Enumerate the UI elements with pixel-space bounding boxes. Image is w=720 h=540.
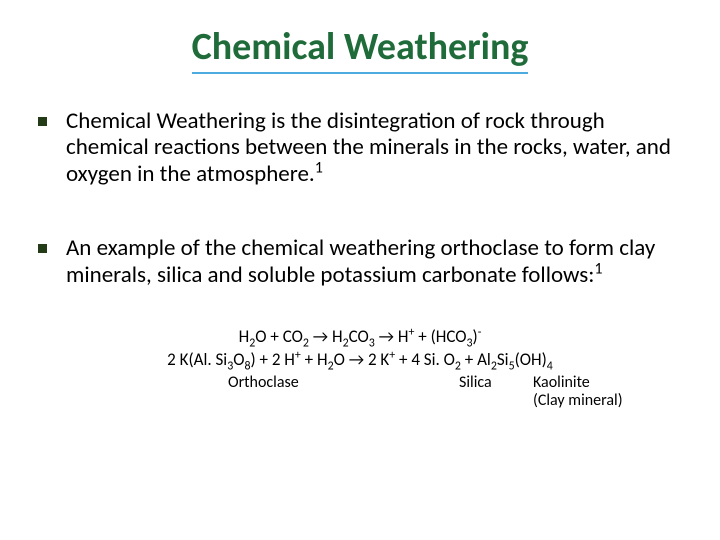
eq-text: + 4 Si. O <box>395 349 455 370</box>
footnote-ref: 1 <box>315 158 323 177</box>
eq-text: O <box>233 349 244 370</box>
equation-block: H2O + CO2 → H2CO3 → H+ + (HCO3)- 2 K(Al.… <box>36 326 684 414</box>
bullet-list: Chemical Weathering is the disintegratio… <box>36 108 684 288</box>
eq-text: + H <box>301 349 328 370</box>
bullet-text: Chemical Weathering is the disintegratio… <box>66 107 671 188</box>
eq-sup: - <box>478 325 482 339</box>
slide: Chemical Weathering Chemical Weathering … <box>0 0 720 540</box>
eq-text: → H <box>309 326 343 347</box>
eq-text: 2 K(Al. Si <box>167 349 227 370</box>
eq-text: H <box>239 326 250 347</box>
eq-text: → H <box>375 326 409 347</box>
eq-text: (OH) <box>515 349 547 370</box>
equation-labels: Orthoclase Silica Kaolinite (Clay minera… <box>36 374 684 414</box>
eq-sub: 4 <box>547 359 553 373</box>
equation-line-1: H2O + CO2 → H2CO3 → H+ + (HCO3)- <box>36 326 684 349</box>
bullet-item: An example of the chemical weathering or… <box>36 235 684 288</box>
eq-text: ) + 2 H <box>251 349 295 370</box>
slide-title: Chemical Weathering <box>192 28 529 74</box>
eq-text: O → 2 K <box>334 349 390 370</box>
bullet-text: An example of the chemical weathering or… <box>66 234 655 288</box>
footnote-ref: 1 <box>594 259 602 278</box>
eq-text: CO <box>349 326 369 347</box>
label-kaolinite-line1: Kaolinite <box>533 373 590 392</box>
label-orthoclase: Orthoclase <box>228 374 299 392</box>
eq-text: Si <box>497 349 509 370</box>
eq-text: + (HCO <box>414 326 466 347</box>
eq-text: O + CO <box>255 326 303 347</box>
label-silica: Silica <box>459 374 492 392</box>
label-kaolinite: Kaolinite (Clay mineral) <box>533 374 623 411</box>
eq-text: + Al <box>461 349 491 370</box>
equation-line-2: 2 K(Al. Si3O8) + 2 H+ + H2O → 2 K+ + 4 S… <box>36 349 684 372</box>
label-kaolinite-line2: (Clay mineral) <box>533 391 623 410</box>
bullet-item: Chemical Weathering is the disintegratio… <box>36 108 684 187</box>
